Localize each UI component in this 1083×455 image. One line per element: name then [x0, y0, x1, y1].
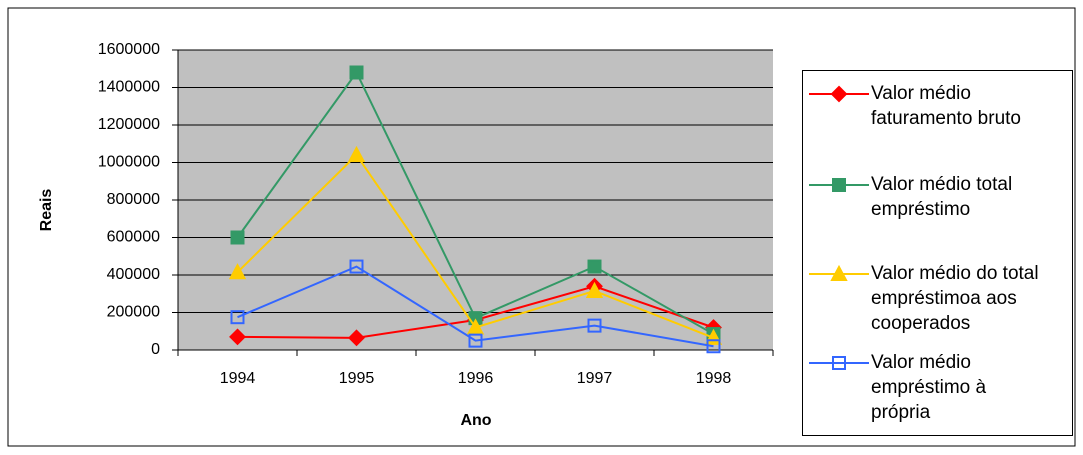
legend-swatch — [809, 264, 869, 281]
marker — [229, 328, 246, 346]
y-tick-label: 600000 — [107, 229, 160, 246]
marker — [587, 259, 602, 274]
legend-swatch — [809, 85, 869, 103]
legend-label: Valor médio do total empréstimoa aos coo… — [871, 263, 1039, 334]
x-tick-label: 1997 — [577, 370, 613, 387]
y-tick-label: 1600000 — [98, 41, 160, 58]
x-tick-label: 1998 — [696, 370, 732, 387]
legend-label: Valor médio faturamento bruto — [871, 83, 1021, 129]
y-axis-label: Reais — [38, 189, 55, 232]
marker — [348, 329, 365, 347]
x-axis-label: Ano — [460, 412, 491, 429]
x-tick-label: 1995 — [339, 370, 375, 387]
marker — [466, 318, 485, 335]
y-tick-label: 400000 — [107, 266, 160, 283]
legend-marker — [830, 85, 848, 103]
marker — [349, 259, 364, 274]
marker — [706, 339, 721, 354]
y-tick-label: 0 — [151, 341, 160, 358]
marker — [349, 65, 364, 80]
marker — [585, 281, 604, 298]
y-tick-label: 800000 — [107, 191, 160, 208]
marker — [228, 263, 247, 280]
x-tick-label: 1996 — [458, 370, 494, 387]
legend-marker — [830, 264, 848, 281]
marker — [468, 333, 483, 348]
marker — [230, 310, 245, 325]
legend-swatch — [809, 178, 869, 192]
x-tick-label: 1994 — [220, 370, 256, 387]
legend-swatch — [809, 356, 869, 370]
y-tick-label: 200000 — [107, 304, 160, 321]
legend-marker — [832, 356, 846, 370]
y-tick-label: 1400000 — [98, 79, 160, 96]
legend-label: Valor médio empréstimo à própria — [871, 352, 987, 423]
legend-marker — [832, 178, 846, 192]
y-tick-label: 1000000 — [98, 154, 160, 171]
legend-label: Valor médio total empréstimo — [871, 174, 1013, 220]
marker — [587, 318, 602, 333]
legend: Valor médio faturamento bruto Valor médio… — [802, 70, 1073, 436]
marker — [230, 230, 245, 245]
series-line — [237, 265, 714, 348]
marker — [347, 145, 366, 162]
y-tick-label: 1200000 — [98, 116, 160, 133]
